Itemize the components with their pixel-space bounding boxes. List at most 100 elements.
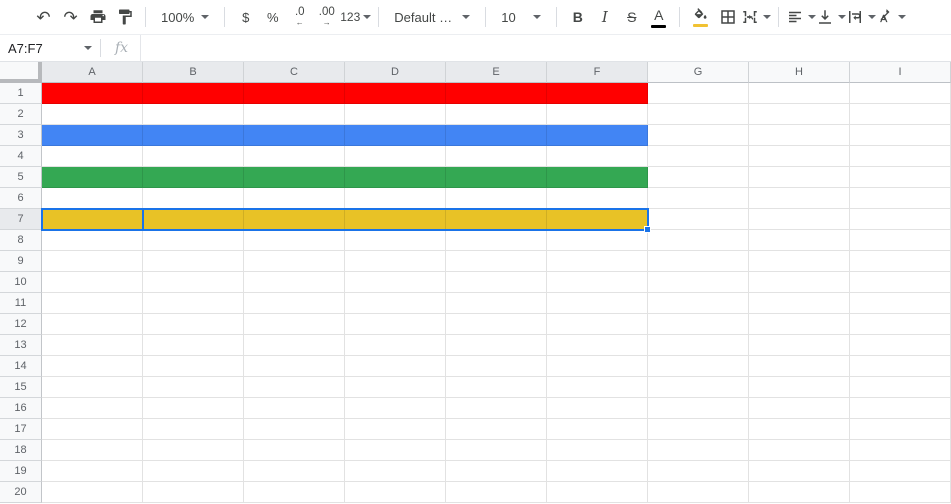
cell-B4[interactable] bbox=[143, 146, 244, 167]
cell-F17[interactable] bbox=[547, 419, 648, 440]
cell-G19[interactable] bbox=[648, 461, 749, 482]
cell-G9[interactable] bbox=[648, 251, 749, 272]
cell-E16[interactable] bbox=[446, 398, 547, 419]
cell-F18[interactable] bbox=[547, 440, 648, 461]
cell-E14[interactable] bbox=[446, 356, 547, 377]
column-header-D[interactable]: D bbox=[345, 62, 446, 83]
cell-A9[interactable] bbox=[42, 251, 143, 272]
row-header-7[interactable]: 7 bbox=[0, 209, 42, 230]
cell-D19[interactable] bbox=[345, 461, 446, 482]
cell-B3[interactable] bbox=[143, 125, 244, 146]
column-header-G[interactable]: G bbox=[648, 62, 749, 83]
cell-A13[interactable] bbox=[42, 335, 143, 356]
column-header-A[interactable]: A bbox=[42, 62, 143, 83]
cell-F4[interactable] bbox=[547, 146, 648, 167]
row-header-15[interactable]: 15 bbox=[0, 377, 42, 398]
cell-B16[interactable] bbox=[143, 398, 244, 419]
cell-I19[interactable] bbox=[850, 461, 951, 482]
cell-B14[interactable] bbox=[143, 356, 244, 377]
cell-H5[interactable] bbox=[749, 167, 850, 188]
cell-I9[interactable] bbox=[850, 251, 951, 272]
cell-G1[interactable] bbox=[648, 83, 749, 104]
cell-C6[interactable] bbox=[244, 188, 345, 209]
cell-F14[interactable] bbox=[547, 356, 648, 377]
row-header-6[interactable]: 6 bbox=[0, 188, 42, 209]
cell-B11[interactable] bbox=[143, 293, 244, 314]
cell-A10[interactable] bbox=[42, 272, 143, 293]
cell-C12[interactable] bbox=[244, 314, 345, 335]
cell-F16[interactable] bbox=[547, 398, 648, 419]
column-header-C[interactable]: C bbox=[244, 62, 345, 83]
cell-A3[interactable] bbox=[42, 125, 143, 146]
cell-G14[interactable] bbox=[648, 356, 749, 377]
row-header-8[interactable]: 8 bbox=[0, 230, 42, 251]
cell-I6[interactable] bbox=[850, 188, 951, 209]
cell-C3[interactable] bbox=[244, 125, 345, 146]
cell-C17[interactable] bbox=[244, 419, 345, 440]
cell-E4[interactable] bbox=[446, 146, 547, 167]
cell-A12[interactable] bbox=[42, 314, 143, 335]
undo-button[interactable]: ↶ bbox=[30, 4, 57, 30]
cell-A14[interactable] bbox=[42, 356, 143, 377]
cell-H18[interactable] bbox=[749, 440, 850, 461]
cell-D11[interactable] bbox=[345, 293, 446, 314]
text-color-button[interactable]: A bbox=[645, 4, 672, 30]
cell-B18[interactable] bbox=[143, 440, 244, 461]
cell-B17[interactable] bbox=[143, 419, 244, 440]
cell-F19[interactable] bbox=[547, 461, 648, 482]
cell-G2[interactable] bbox=[648, 104, 749, 125]
cell-B5[interactable] bbox=[143, 167, 244, 188]
column-header-B[interactable]: B bbox=[143, 62, 244, 83]
cell-E10[interactable] bbox=[446, 272, 547, 293]
cell-B9[interactable] bbox=[143, 251, 244, 272]
font-size-select[interactable]: 10 bbox=[493, 4, 549, 30]
cell-A7[interactable] bbox=[42, 209, 143, 230]
cell-C7[interactable] bbox=[244, 209, 345, 230]
cell-D16[interactable] bbox=[345, 398, 446, 419]
cell-A8[interactable] bbox=[42, 230, 143, 251]
cell-I17[interactable] bbox=[850, 419, 951, 440]
cell-I4[interactable] bbox=[850, 146, 951, 167]
cell-C18[interactable] bbox=[244, 440, 345, 461]
column-header-H[interactable]: H bbox=[749, 62, 850, 83]
cell-F8[interactable] bbox=[547, 230, 648, 251]
cell-E1[interactable] bbox=[446, 83, 547, 104]
format-percent-button[interactable]: % bbox=[259, 4, 286, 30]
cell-C13[interactable] bbox=[244, 335, 345, 356]
row-header-14[interactable]: 14 bbox=[0, 356, 42, 377]
cell-G10[interactable] bbox=[648, 272, 749, 293]
formula-input[interactable] bbox=[140, 35, 951, 61]
cell-C20[interactable] bbox=[244, 482, 345, 503]
select-all-corner[interactable] bbox=[0, 62, 42, 83]
cell-F6[interactable] bbox=[547, 188, 648, 209]
cell-H13[interactable] bbox=[749, 335, 850, 356]
cell-F5[interactable] bbox=[547, 167, 648, 188]
paint-format-button[interactable] bbox=[111, 4, 138, 30]
cell-F2[interactable] bbox=[547, 104, 648, 125]
cell-G7[interactable] bbox=[648, 209, 749, 230]
row-header-3[interactable]: 3 bbox=[0, 125, 42, 146]
cell-F15[interactable] bbox=[547, 377, 648, 398]
cell-I1[interactable] bbox=[850, 83, 951, 104]
cell-D6[interactable] bbox=[345, 188, 446, 209]
cell-E9[interactable] bbox=[446, 251, 547, 272]
print-button[interactable] bbox=[84, 4, 111, 30]
row-header-9[interactable]: 9 bbox=[0, 251, 42, 272]
column-header-F[interactable]: F bbox=[547, 62, 648, 83]
cell-C19[interactable] bbox=[244, 461, 345, 482]
strikethrough-button[interactable]: S bbox=[618, 4, 645, 30]
cell-A19[interactable] bbox=[42, 461, 143, 482]
cell-A6[interactable] bbox=[42, 188, 143, 209]
cell-C15[interactable] bbox=[244, 377, 345, 398]
cell-F12[interactable] bbox=[547, 314, 648, 335]
column-header-E[interactable]: E bbox=[446, 62, 547, 83]
cell-D7[interactable] bbox=[345, 209, 446, 230]
cell-A17[interactable] bbox=[42, 419, 143, 440]
cell-G15[interactable] bbox=[648, 377, 749, 398]
cell-E12[interactable] bbox=[446, 314, 547, 335]
cell-E2[interactable] bbox=[446, 104, 547, 125]
merge-cells-button[interactable] bbox=[741, 4, 772, 30]
cell-C8[interactable] bbox=[244, 230, 345, 251]
cell-D20[interactable] bbox=[345, 482, 446, 503]
cell-A2[interactable] bbox=[42, 104, 143, 125]
